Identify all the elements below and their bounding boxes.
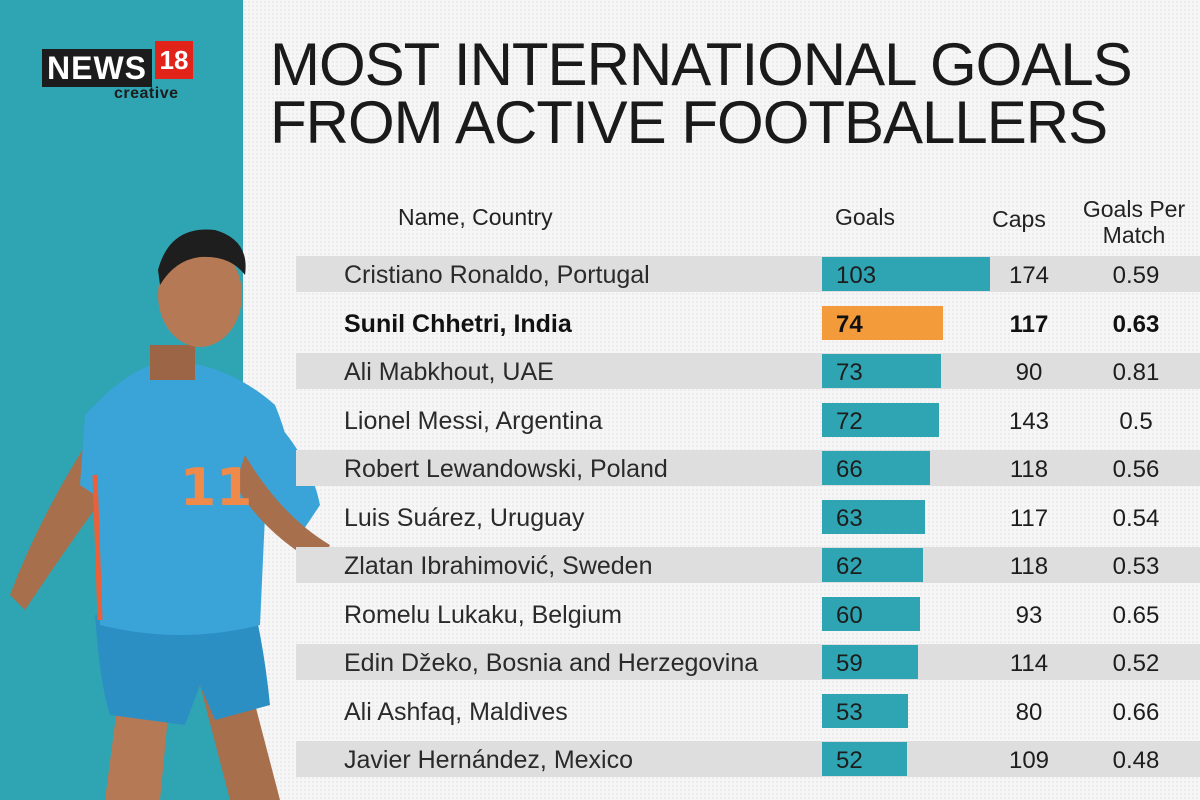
caps-value: 117 — [1009, 504, 1049, 532]
row-stripe — [296, 256, 1200, 292]
player-arm-right — [235, 455, 330, 565]
caps-value: 80 — [1015, 698, 1043, 726]
player-name-country: Cristiano Ronaldo, Portugal — [344, 261, 650, 289]
table-row: Luis Suárez, Uruguay 63 117 0.54 — [0, 499, 1200, 535]
goals-per-match-value: 0.54 — [1112, 504, 1160, 532]
goals-bar — [822, 257, 990, 291]
news18-logo: NEWS 18 creative — [42, 41, 193, 103]
goals-per-match-value: 0.66 — [1112, 698, 1160, 726]
header-goals: Goals — [834, 204, 896, 230]
caps-value: 143 — [1008, 407, 1050, 435]
row-stripe — [296, 741, 1200, 777]
table-row: Sunil Chhetri, India 74 117 0.63 — [0, 305, 1200, 341]
logo-creative-text: creative — [114, 85, 179, 102]
goals-per-match-value: 0.56 — [1112, 456, 1160, 483]
player-name-country: Edin Džeko, Bosnia and Herzegovina — [344, 649, 759, 677]
logo-news-text: NEWS — [42, 49, 152, 87]
goals-value: 66 — [836, 456, 863, 483]
goals-bar — [822, 499, 925, 534]
goals-per-match-value: 0.5 — [1119, 407, 1153, 435]
goals-value: 52 — [836, 747, 863, 774]
table-row: Javier Hernández, Mexico 52 109 0.48 — [0, 741, 1200, 777]
goals-value: 103 — [836, 262, 877, 289]
player-name-country: Lionel Messi, Argentina — [344, 406, 603, 435]
player-illustration: 11 — [10, 229, 330, 800]
title-line-1: MOST INTERNATIONAL GOALS — [270, 31, 1133, 98]
goals-per-match-value: 0.63 — [1112, 310, 1160, 338]
goals-value: 73 — [836, 359, 863, 386]
player-jersey — [80, 360, 293, 635]
row-stripe — [296, 450, 1200, 486]
goals-bar — [822, 645, 918, 679]
row-stripe — [296, 547, 1200, 583]
goals-per-match-value: 0.48 — [1112, 747, 1160, 774]
goals-bar — [822, 693, 908, 728]
goals-per-match-value: 0.81 — [1112, 359, 1160, 386]
page-title: MOST INTERNATIONAL GOALS FROM ACTIVE FOO… — [270, 31, 1170, 156]
player-name-country: Ali Mabkhout, UAE — [344, 358, 554, 386]
player-neck — [150, 345, 195, 380]
jersey-number: 11 — [180, 458, 252, 518]
table-row: Lionel Messi, Argentina 72 143 0.5 — [0, 402, 1200, 438]
player-name-country: Romelu Lukaku, Belgium — [344, 600, 622, 629]
goals-value: 72 — [836, 407, 863, 435]
caps-value: 174 — [1008, 262, 1050, 289]
table-row: Robert Lewandowski, Poland 66 118 0.56 — [0, 450, 1200, 486]
player-name-country: Javier Hernández, Mexico — [344, 746, 634, 774]
row-stripe — [296, 353, 1200, 389]
table-row: Cristiano Ronaldo, Portugal 103 174 0.59 — [0, 256, 1200, 292]
player-name-country: Ali Ashfaq, Maldives — [344, 697, 568, 726]
goals-bar — [822, 451, 930, 485]
goals-bar — [822, 596, 920, 631]
player-head — [158, 243, 242, 347]
table-row: Edin Džeko, Bosnia and Herzegovina 59 114 0… — [0, 644, 1200, 680]
logo-18-badge: 18 — [155, 41, 193, 79]
table-row: Ali Mabkhout, UAE 73 90 0.81 — [0, 353, 1200, 389]
caps-value: 109 — [1008, 747, 1050, 774]
goals-value: 53 — [836, 698, 863, 726]
goals-bar — [822, 742, 907, 776]
player-hair — [158, 229, 246, 285]
goals-bar — [822, 402, 939, 437]
goals-value: 60 — [836, 601, 863, 629]
jersey-stripe — [92, 474, 103, 621]
caps-value: 117 — [1009, 310, 1049, 338]
goals-per-match-value: 0.59 — [1112, 262, 1160, 289]
table-row: Ali Ashfaq, Maldives 53 80 0.66 — [0, 693, 1200, 729]
goals-bar — [822, 354, 941, 388]
header-name-country: Name, Country — [398, 204, 553, 230]
caps-value: 118 — [1009, 456, 1049, 483]
caps-value: 93 — [1015, 601, 1043, 629]
goals-value: 63 — [836, 504, 863, 532]
goals-per-match-value: 0.52 — [1112, 650, 1160, 677]
player-name-country: Zlatan Ibrahimović, Sweden — [344, 552, 653, 580]
goals-value: 59 — [836, 650, 863, 677]
table-row: Romelu Lukaku, Belgium 60 93 0.65 — [0, 596, 1200, 632]
goals-value: 74 — [836, 310, 863, 338]
caps-value: 118 — [1009, 553, 1049, 580]
player-shorts — [95, 610, 270, 725]
player-name-country: Luis Suárez, Uruguay — [344, 503, 585, 532]
row-stripe — [296, 644, 1200, 680]
title-line-2: FROM ACTIVE FOOTBALLERS — [270, 89, 1108, 156]
goals-per-match-value: 0.53 — [1112, 553, 1160, 580]
header-caps: Caps — [992, 206, 1046, 232]
goals-bar — [822, 548, 923, 582]
goals-value: 62 — [836, 553, 863, 580]
caps-value: 90 — [1015, 359, 1043, 386]
player-name-country: Sunil Chhetri, India — [344, 309, 572, 338]
goals-bar — [822, 305, 943, 340]
header-gpm-line-2: Match — [1102, 222, 1166, 248]
header-goals-per-match: Goals Per Match — [1070, 196, 1198, 248]
caps-value: 114 — [1009, 650, 1049, 677]
goals-per-match-value: 0.65 — [1112, 601, 1160, 629]
player-name-country: Robert Lewandowski, Poland — [344, 455, 668, 483]
table-row: Zlatan Ibrahimović, Sweden 62 118 0.53 — [0, 547, 1200, 583]
header-gpm-line-1: Goals Per — [1082, 196, 1186, 222]
